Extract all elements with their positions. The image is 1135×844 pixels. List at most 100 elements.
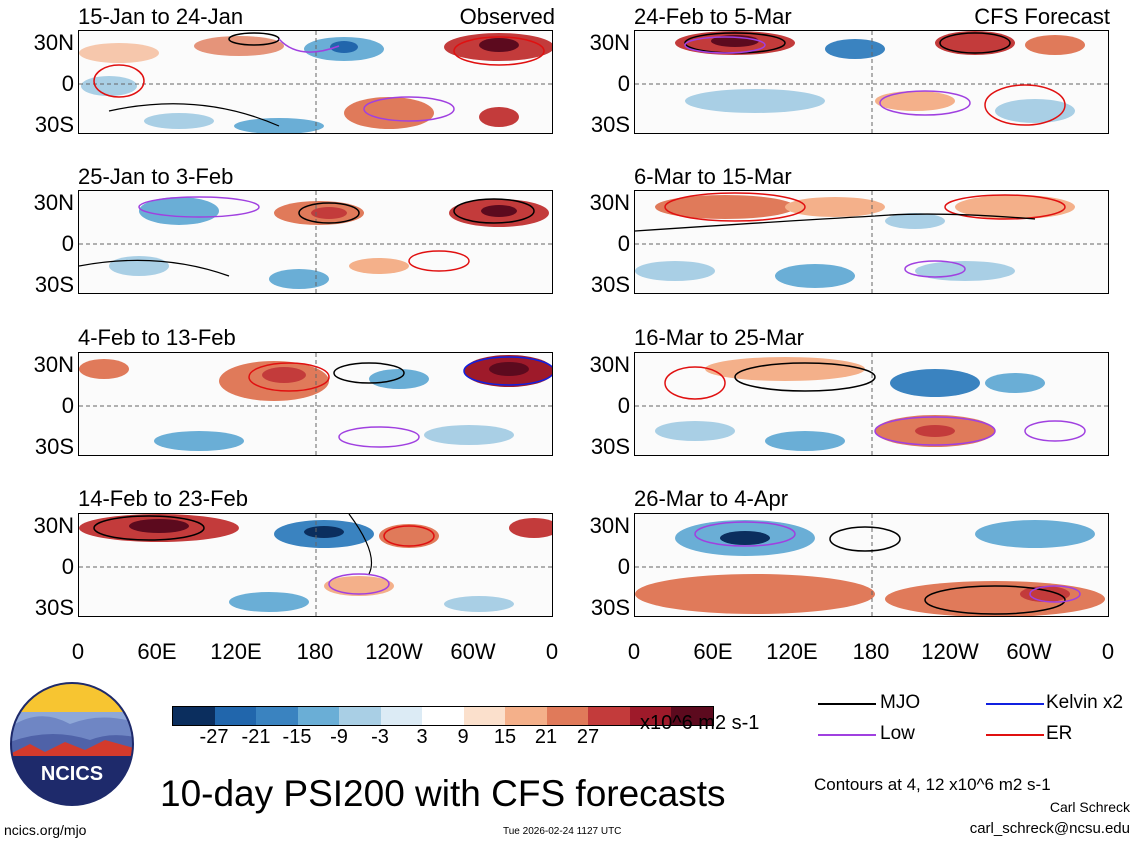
lat-label-30s: 30S: [34, 272, 74, 297]
lat-label-30s: 30S: [590, 434, 630, 459]
panel-1-tag: Observed: [459, 4, 555, 29]
lat-label-30n: 30N: [33, 352, 74, 377]
map-panel-4: [78, 513, 553, 617]
colorbar-label: -15: [282, 726, 312, 748]
map-panel-2-field: [79, 191, 552, 293]
colorbar-swatch: [256, 707, 298, 725]
lon-label: 180: [296, 639, 334, 664]
map-panel-4-field: [79, 514, 552, 616]
colorbar-swatch: [588, 707, 630, 725]
lon-label: 120E: [210, 639, 262, 664]
lon-label: 0: [1101, 639, 1115, 664]
lon-label: 0: [627, 639, 641, 664]
colorbar-swatch: [214, 707, 256, 725]
lat-label-30n: 30N: [589, 513, 630, 538]
colorbar-unit: x10^6 m2 s-1: [640, 712, 760, 734]
map-panel-2: [78, 190, 553, 294]
map-panel-8-field: [635, 514, 1108, 616]
lat-label-30s: 30S: [34, 434, 74, 459]
colorbar-label: 3: [416, 726, 428, 748]
lon-label: 180: [852, 639, 890, 664]
lon-label: 120W: [921, 639, 979, 664]
lat-label-eq: 0: [617, 554, 630, 579]
colorbar-label: -21: [241, 726, 271, 748]
map-panel-8: [634, 513, 1109, 617]
lat-label-30n: 30N: [33, 513, 74, 538]
timestamp: Tue 2026-02-24 1127 UTC: [503, 826, 622, 837]
panel-2-title: 25-Jan to 3-Feb: [78, 164, 234, 189]
lon-label: 60E: [693, 639, 733, 664]
map-panel-3-field: [79, 353, 552, 455]
colorbar: [172, 706, 714, 726]
lon-label: 120W: [365, 639, 423, 664]
lat-label-30n: 30N: [33, 30, 74, 55]
colorbar-swatch: [463, 707, 505, 725]
lat-label-eq: 0: [617, 71, 630, 96]
legend-er-label: ER: [1046, 723, 1073, 744]
lat-label-30s: 30S: [34, 112, 74, 137]
ncics-logo: NCICS: [10, 682, 134, 806]
lat-label-eq: 0: [61, 554, 74, 579]
lat-label-eq: 0: [617, 393, 630, 418]
map-panel-6-field: [635, 191, 1108, 293]
colorbar-label: -9: [330, 726, 348, 748]
lon-label: 120E: [766, 639, 818, 664]
lat-label-30n: 30N: [33, 190, 74, 215]
legend-low-label: Low: [880, 723, 915, 744]
author-name: Carl Schreck: [1049, 799, 1130, 815]
colorbar-swatch: [629, 707, 671, 725]
colorbar-label: 21: [534, 726, 558, 748]
lat-label-30n: 30N: [589, 352, 630, 377]
legend-low-line: [818, 734, 876, 736]
legend-mjo-label: MJO: [880, 692, 921, 713]
panel-8-title: 26-Mar to 4-Apr: [634, 486, 789, 511]
lat-label-30s: 30S: [590, 112, 630, 137]
map-panel-6: [634, 190, 1109, 294]
colorbar-swatch: [339, 707, 381, 725]
panel-6-title: 6-Mar to 15-Mar: [634, 164, 792, 189]
panel-7-title: 16-Mar to 25-Mar: [634, 325, 804, 350]
website-link[interactable]: ncics.org/mjo: [4, 822, 87, 838]
legend-kelvin-label: Kelvin x2: [1046, 692, 1124, 713]
map-panel-3: [78, 352, 553, 456]
lon-label: 0: [71, 639, 85, 664]
lat-label-eq: 0: [61, 231, 74, 256]
colorbar-swatch: [422, 707, 464, 725]
lon-label: 0: [545, 639, 559, 664]
author-email[interactable]: carl_schreck@ncsu.edu: [969, 820, 1130, 837]
legend-kelvin-line: [986, 703, 1044, 705]
lon-label: 60W: [1006, 639, 1052, 664]
colorbar-label: 9: [457, 726, 469, 748]
lon-label: 60E: [137, 639, 177, 664]
lat-label-30n: 30N: [589, 190, 630, 215]
map-panel-5-field: [635, 31, 1108, 133]
legend-er-line: [986, 734, 1044, 736]
lat-label-eq: 0: [617, 231, 630, 256]
lat-label-30s: 30S: [590, 595, 630, 620]
map-panel-7: [634, 352, 1109, 456]
colorbar-swatch: [671, 707, 713, 725]
lon-label: 60W: [450, 639, 496, 664]
map-panel-5: [634, 30, 1109, 134]
panel-4-title: 14-Feb to 23-Feb: [78, 486, 248, 511]
panel-1-title: 15-Jan to 24-Jan: [78, 4, 244, 29]
lat-label-eq: 0: [61, 71, 74, 96]
colorbar-swatch: [297, 707, 339, 725]
lat-label-30n: 30N: [589, 30, 630, 55]
colorbar-swatch: [505, 707, 547, 725]
contours-note: Contours at 4, 12 x10^6 m2 s-1: [814, 775, 1051, 794]
legend-mjo-line: [818, 703, 876, 705]
logo-text: NCICS: [41, 763, 103, 785]
map-panel-1-field: [79, 31, 552, 133]
colorbar-label: -27: [199, 726, 229, 748]
lat-label-30s: 30S: [34, 595, 74, 620]
lat-label-30s: 30S: [590, 272, 630, 297]
colorbar-label: 27: [576, 726, 600, 748]
colorbar-swatch: [173, 707, 215, 725]
colorbar-swatch: [380, 707, 422, 725]
colorbar-label: 15: [493, 726, 517, 748]
figure-title: 10-day PSI200 with CFS forecasts: [160, 773, 726, 814]
colorbar-label: -3: [371, 726, 389, 748]
map-panel-7-field: [635, 353, 1108, 455]
lat-label-eq: 0: [61, 393, 74, 418]
